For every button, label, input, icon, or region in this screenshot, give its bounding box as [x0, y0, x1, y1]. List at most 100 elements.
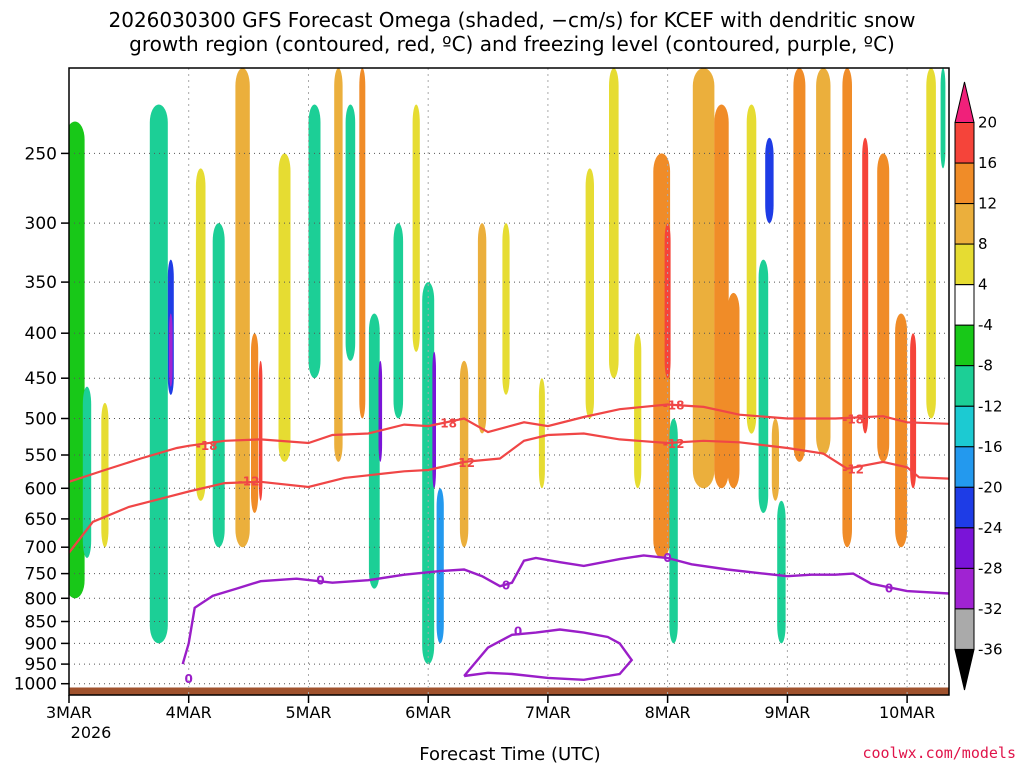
terrain-ground [69, 687, 949, 695]
omega-cell-43 [842, 68, 852, 548]
omega-cell-27 [585, 168, 594, 419]
contour-freezing-level-upper [181, 554, 949, 665]
y-tick-label-700: 700 [25, 538, 57, 558]
contour-dendritic-minus12 [69, 432, 949, 554]
label-dendritic-m18-a: -18 [196, 439, 218, 453]
colorbar-segment-12 [954, 567, 975, 610]
colorbar-segment-13 [954, 608, 975, 650]
omega-cell-46 [895, 313, 908, 548]
omega-cell-47 [910, 333, 917, 489]
y-tick-label-850: 850 [25, 613, 57, 633]
label-freezing-a: 0 [185, 672, 193, 686]
omega-cell-19 [412, 104, 420, 352]
y-tick-label-1000: 1000 [14, 675, 57, 695]
omega-cell-5 [169, 313, 173, 387]
colorbar-segment-8 [954, 405, 975, 448]
omega-cell-10 [258, 360, 263, 501]
x-tick-label-5MAR: 5MAR [285, 703, 331, 722]
plot-frame [68, 67, 950, 696]
label-dendritic-m12-c: -12 [663, 437, 685, 451]
colorbar-segment-4 [954, 243, 975, 286]
omega-cell-18 [393, 223, 404, 419]
label-dendritic-m18-d: -18 [842, 413, 864, 427]
label-dendritic-m18-b: -18 [435, 416, 457, 430]
omega-cell-28 [609, 68, 619, 379]
y-tick-label-800: 800 [25, 589, 57, 609]
y-tick-label-950: 950 [25, 655, 57, 675]
x-year-label: 2026 [71, 723, 112, 742]
y-tick-label-750: 750 [25, 565, 57, 585]
y-tick-label-250: 250 [25, 144, 57, 164]
omega-cell-36 [746, 104, 757, 434]
contour-freezing-level-lower [463, 628, 634, 682]
omega-cell-33 [692, 68, 715, 489]
omega-cell-16 [368, 313, 380, 589]
omega-cell-8 [235, 68, 250, 548]
label-freezing-e: 0 [663, 551, 671, 565]
ground-strip [69, 687, 949, 695]
colorbar-label-8: 8 [978, 235, 988, 253]
chart-title-line-1: 2026030300 GFS Forecast Omega (shaded, −… [108, 8, 916, 32]
omega-cell-44 [862, 137, 869, 434]
colorbar-segment-6 [954, 324, 975, 367]
contour-labels: -18 -18 -18 -18 -12 -12 -12 -12 0 0 0 0 0 0 [185, 399, 894, 686]
y-tick-label-500: 500 [25, 410, 57, 430]
colorbar-segment-0 [954, 81, 975, 124]
omega-cell-26 [538, 378, 545, 489]
colorbar-label-4: 4 [978, 276, 988, 294]
omega-cell-3 [149, 104, 168, 644]
colorbar-label--36: -36 [978, 641, 1003, 659]
omega-cell-1 [82, 386, 92, 558]
label-dendritic-m12-d: -12 [842, 463, 864, 477]
colorbar-label-20: 20 [978, 114, 997, 132]
colorbar-label--16: -16 [978, 438, 1003, 456]
colorbar-segment-10 [954, 486, 975, 529]
colorbar-label-12: 12 [978, 195, 997, 213]
omega-shading [69, 68, 946, 665]
x-tick-label-10MAR: 10MAR [879, 703, 935, 722]
omega-cell-40 [777, 500, 786, 644]
y-tick-label-350: 350 [25, 273, 57, 293]
omega-cell-12 [308, 104, 321, 379]
label-dendritic-m18-c: -18 [663, 399, 685, 413]
x-tick-label-7MAR: 7MAR [525, 703, 571, 722]
omega-cell-24 [477, 223, 487, 434]
colorbar-label--32: -32 [978, 600, 1003, 618]
colorbar-segment-3 [954, 203, 975, 245]
x-tick-label-6MAR: 6MAR [405, 703, 451, 722]
omega-cell-15 [359, 68, 366, 419]
label-freezing-c: 0 [502, 579, 510, 593]
colorbar-label-16: 16 [978, 154, 997, 172]
omega-cell-31 [664, 223, 671, 379]
x-axis-title: Forecast Time (UTC) [419, 744, 601, 765]
y-tick-label-550: 550 [25, 446, 57, 466]
omega-cell-22 [436, 488, 444, 644]
label-dendritic-m12-b: -12 [453, 456, 475, 470]
colorbar-label--20: -20 [978, 478, 1003, 496]
colorbar-segment-11 [954, 527, 975, 569]
x-tick-label-9MAR: 9MAR [764, 703, 810, 722]
chart-title-line-2: growth region (contoured, red, ºC) and f… [129, 32, 895, 56]
omega-cell-17 [378, 360, 383, 462]
colorbar-segment-14 [954, 648, 975, 691]
omega-cell-25 [502, 223, 510, 395]
y-tick-label-300: 300 [25, 214, 57, 234]
colorbar-label--12: -12 [978, 397, 1003, 415]
omega-cell-9 [251, 333, 259, 513]
colorbar-segment-9 [954, 446, 975, 488]
omega-cell-2 [101, 402, 109, 548]
x-tick-label-8MAR: 8MAR [645, 703, 691, 722]
label-freezing-d: 0 [514, 624, 522, 638]
omega-cell-39 [771, 418, 779, 501]
colorbar-label--28: -28 [978, 559, 1003, 577]
omega-cell-20 [422, 282, 435, 665]
omega-cell-29 [634, 333, 642, 489]
label-freezing-f: 0 [885, 582, 893, 596]
omega-cell-0 [69, 121, 85, 599]
omega-cell-42 [816, 68, 831, 455]
omega-cell-34 [714, 104, 729, 489]
omega-cell-7 [212, 223, 225, 548]
label-freezing-b: 0 [316, 574, 324, 588]
colorbar-segment-7 [954, 365, 975, 407]
omega-cell-41 [793, 68, 806, 462]
